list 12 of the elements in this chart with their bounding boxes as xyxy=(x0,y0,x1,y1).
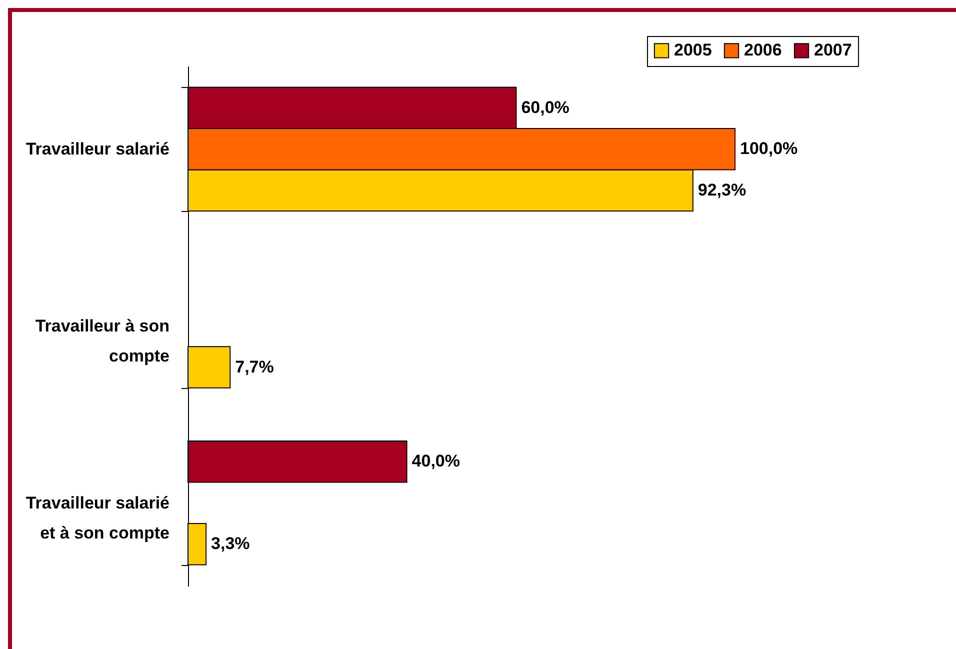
data-label: 7,7% xyxy=(235,357,274,376)
data-label: 60,0% xyxy=(521,98,570,117)
y-tick-label: Travailleur salarié xyxy=(26,140,170,159)
legend-label: 2007 xyxy=(814,40,852,60)
data-label: 3,3% xyxy=(211,534,250,554)
data-label: 40,0% xyxy=(412,452,460,471)
y-tick-label: Travailleur à son compte xyxy=(35,316,170,366)
legend-label: 2006 xyxy=(744,40,782,60)
legend-label: 2005 xyxy=(674,40,712,60)
data-label: 100,0% xyxy=(740,139,798,158)
data-label: 92,3% xyxy=(698,180,746,200)
y-tick-label: Travailleur salarié et à son compte xyxy=(26,493,170,542)
